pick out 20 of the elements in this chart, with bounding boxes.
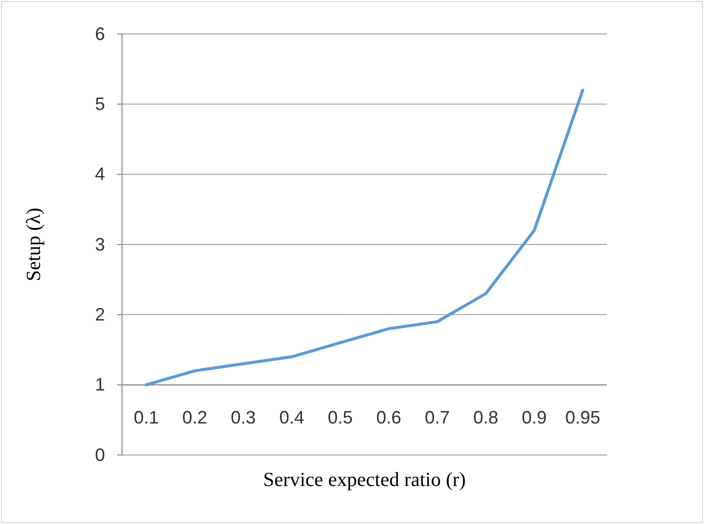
x-tick-label: 0.3 — [230, 408, 256, 428]
x-tick-label: 0.5 — [328, 408, 353, 428]
line-series — [144, 88, 584, 386]
y-tick-label: 5 — [94, 94, 105, 114]
y-tick-label: 2 — [94, 304, 105, 324]
x-tick-label: 0.9 — [522, 408, 547, 428]
x-tick-label: 0.4 — [279, 408, 304, 428]
y-tick-label: 6 — [94, 24, 105, 44]
x-tick-label: 0.95 — [565, 408, 600, 428]
y-tick-label: 3 — [94, 234, 105, 254]
y-tick-label: 0 — [94, 444, 105, 465]
x-tick-label: 0.2 — [182, 408, 208, 428]
x-tick-label: 0.7 — [424, 408, 450, 428]
y-tick-label: 1 — [94, 374, 105, 395]
y-tick-label: 4 — [94, 164, 105, 184]
x-tick-label: 0.1 — [134, 408, 159, 428]
y-axis-title: Setup (λ) — [23, 208, 45, 282]
x-tick-label: 0.8 — [473, 408, 498, 428]
x-axis-title: Service expected ratio (r) — [263, 469, 466, 491]
x-tick-label: 0.6 — [376, 408, 402, 428]
